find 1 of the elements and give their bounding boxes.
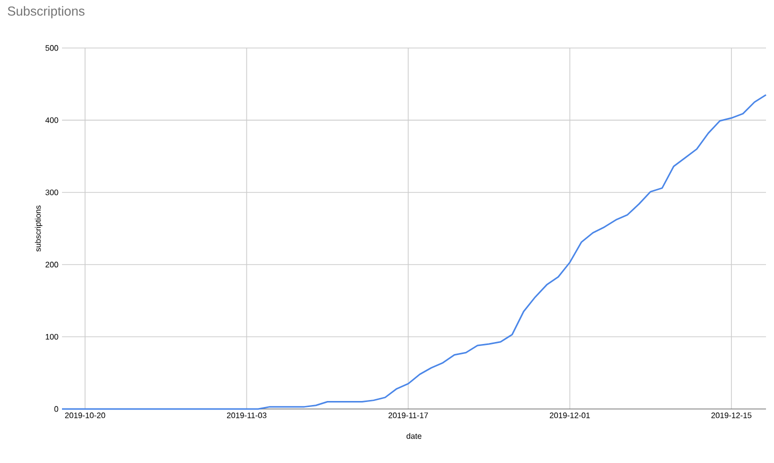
chart-title: Subscriptions [8, 6, 84, 18]
